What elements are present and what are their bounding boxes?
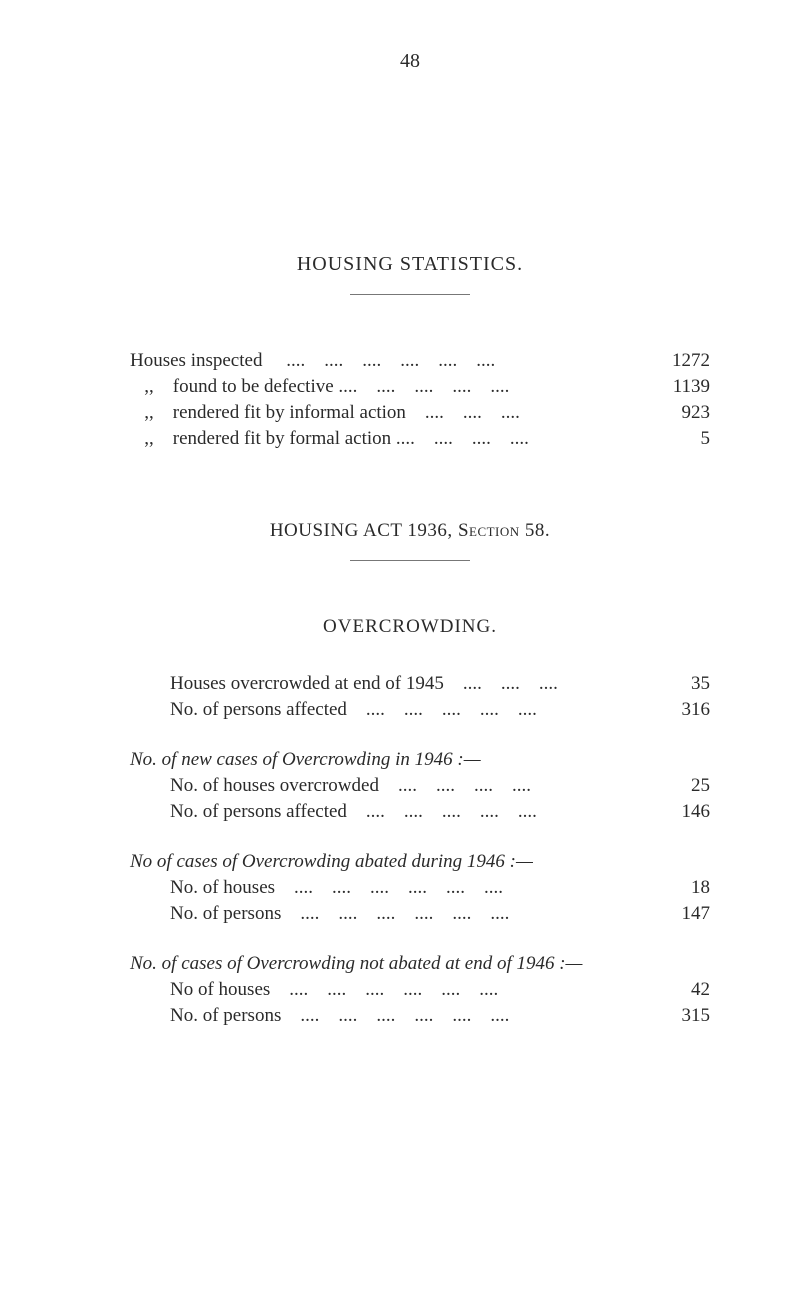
stat-row: No. of persons .... .... .... .... .... … (110, 903, 710, 925)
stat-row: Houses inspected .... .... .... .... ...… (110, 350, 710, 372)
stat-row: No. of persons affected .... .... .... .… (110, 699, 710, 721)
block-a: Houses overcrowded at end of 1945 .... .… (110, 673, 710, 721)
stat-value: 315 (650, 1005, 710, 1027)
stat-value: 42 (650, 979, 710, 1001)
stat-label: Houses overcrowded at end of 1945 .... .… (170, 673, 650, 695)
stat-value: 5 (650, 428, 710, 450)
block-d: No. of cases of Overcrowding not abated … (110, 953, 710, 1027)
stat-row: No. of persons .... .... .... .... .... … (110, 1005, 710, 1027)
section-title: HOUSING ACT 1936, Section 58. (110, 520, 710, 542)
section-title-sc: Section (458, 520, 520, 541)
stat-row: ,, rendered fit by informal action .... … (110, 402, 710, 424)
stat-label: No. of persons .... .... .... .... .... … (170, 903, 650, 925)
stat-value: 25 (650, 775, 710, 797)
stat-label: ,, rendered fit by informal action .... … (130, 402, 650, 424)
stat-label: No. of persons affected .... .... .... .… (170, 801, 650, 823)
block-c: No of cases of Overcrowding abated durin… (110, 851, 710, 925)
stat-value: 146 (650, 801, 710, 823)
stat-label: No. of houses overcrowded .... .... ....… (170, 775, 650, 797)
stat-row: No. of houses overcrowded .... .... ....… (110, 775, 710, 797)
stat-row: No. of persons affected .... .... .... .… (110, 801, 710, 823)
stat-row: ,, found to be defective .... .... .... … (110, 376, 710, 398)
stat-label: No. of houses .... .... .... .... .... .… (170, 877, 650, 899)
section-title-prefix: HOUSING ACT 1936, (270, 520, 458, 541)
divider (350, 560, 470, 561)
stat-row: ,, rendered fit by formal action .... ..… (110, 428, 710, 450)
divider (350, 294, 470, 295)
main-title: HOUSING STATISTICS. (110, 253, 710, 276)
stat-label: No. of persons affected .... .... .... .… (170, 699, 650, 721)
stat-row: Houses overcrowded at end of 1945 .... .… (110, 673, 710, 695)
stat-value: 18 (650, 877, 710, 899)
stat-value: 1139 (650, 376, 710, 398)
stat-label: No of houses .... .... .... .... .... ..… (170, 979, 650, 1001)
block-b: No. of new cases of Overcrowding in 1946… (110, 749, 710, 823)
stat-row: No of houses .... .... .... .... .... ..… (110, 979, 710, 1001)
stat-label: ,, rendered fit by formal action .... ..… (130, 428, 650, 450)
sub-title: OVERCROWDING. (110, 616, 710, 638)
italic-heading: No. of new cases of Overcrowding in 1946… (110, 749, 710, 771)
stat-value: 923 (650, 402, 710, 424)
stats-block-1: Houses inspected .... .... .... .... ...… (110, 350, 710, 450)
stat-value: 147 (650, 903, 710, 925)
stat-row: No. of houses .... .... .... .... .... .… (110, 877, 710, 899)
page-number: 48 (110, 50, 710, 73)
italic-heading: No. of cases of Overcrowding not abated … (110, 953, 710, 975)
stat-value: 316 (650, 699, 710, 721)
stat-value: 1272 (650, 350, 710, 372)
stat-label: Houses inspected .... .... .... .... ...… (130, 350, 650, 372)
stat-value: 35 (650, 673, 710, 695)
section-title-suffix: 58. (520, 520, 551, 541)
stat-label: ,, found to be defective .... .... .... … (130, 376, 650, 398)
stat-label: No. of persons .... .... .... .... .... … (170, 1005, 650, 1027)
italic-heading: No of cases of Overcrowding abated durin… (110, 851, 710, 873)
